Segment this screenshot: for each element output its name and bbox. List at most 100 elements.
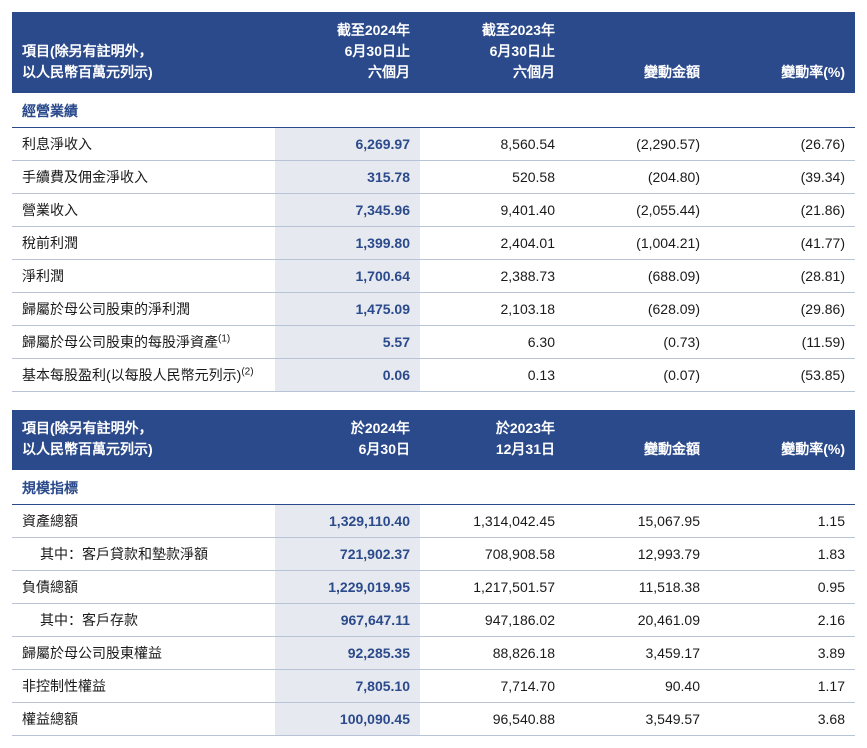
- col-item: 項目(除另有註明外， 以人民幣百萬元列示): [12, 410, 275, 470]
- cell-value: 967,647.11: [275, 604, 420, 637]
- cell-value: 1,217,501.57: [420, 571, 565, 604]
- hdr-line: 變動率(%): [781, 441, 845, 457]
- cell-value: 5.57: [275, 326, 420, 359]
- hdr-line: 變動率(%): [781, 64, 845, 80]
- table-header-row: 項目(除另有註明外， 以人民幣百萬元列示) 於2024年 6月30日 於2023…: [12, 410, 855, 470]
- row-label: 稅前利潤: [12, 227, 275, 260]
- cell-value: 0.95: [710, 571, 855, 604]
- row-label: 負債總額: [12, 571, 275, 604]
- row-label-text: 歸屬於母公司股東的淨利潤: [22, 301, 190, 317]
- cell-value: 11,518.38: [565, 571, 710, 604]
- cell-value: 0.13: [420, 359, 565, 392]
- hdr-line: 12月31日: [496, 441, 555, 457]
- row-label-text: 權益總額: [22, 711, 78, 727]
- cell-value: 1.17: [710, 670, 855, 703]
- hdr-line: 以人民幣百萬元列示): [22, 64, 153, 80]
- cell-value: (2,290.57): [565, 128, 710, 161]
- cell-value: (628.09): [565, 293, 710, 326]
- table-row: 手續費及佣金淨收入315.78520.58(204.80)(39.34): [12, 161, 855, 194]
- cell-value: 947,186.02: [420, 604, 565, 637]
- table-row: 利息淨收入6,269.978,560.54(2,290.57)(26.76): [12, 128, 855, 161]
- hdr-line: 於2023年: [496, 420, 555, 436]
- cell-value: (0.07): [565, 359, 710, 392]
- row-label-text: 其中：客戶存款: [40, 612, 138, 628]
- row-label-text: 手續費及佣金淨收入: [22, 169, 148, 185]
- row-label: 權益總額: [12, 703, 275, 736]
- cell-value: 1,475.09: [275, 293, 420, 326]
- col-change-amount: 變動金額: [565, 410, 710, 470]
- cell-value: 708,908.58: [420, 538, 565, 571]
- col-asof-2024: 於2024年 6月30日: [275, 410, 420, 470]
- table-row: 歸屬於母公司股東的每股淨資產(1)5.576.30(0.73)(11.59): [12, 326, 855, 359]
- cell-value: (204.80): [565, 161, 710, 194]
- hdr-line: 6月30日止: [490, 43, 555, 59]
- row-label-text: 淨利潤: [22, 268, 64, 284]
- table-header-row: 項目(除另有註明外， 以人民幣百萬元列示) 截至2024年 6月30日止 六個月…: [12, 12, 855, 93]
- cell-value: 7,805.10: [275, 670, 420, 703]
- footnote-ref: (2): [241, 366, 253, 377]
- cell-value: 1,399.80: [275, 227, 420, 260]
- table-row: 淨利潤1,700.642,388.73(688.09)(28.81): [12, 260, 855, 293]
- cell-value: 315.78: [275, 161, 420, 194]
- cell-value: 96,540.88: [420, 703, 565, 736]
- cell-value: 7,714.70: [420, 670, 565, 703]
- cell-value: (53.85): [710, 359, 855, 392]
- row-label-text: 其中：客戶貸款和墊款淨額: [40, 546, 208, 562]
- table-row: 其中：客戶貸款和墊款淨額 721,902.37708,908.5812,993.7…: [12, 538, 855, 571]
- hdr-line: 六個月: [368, 64, 410, 80]
- cell-value: (1,004.21): [565, 227, 710, 260]
- scale-indicators-table: 項目(除另有註明外， 以人民幣百萬元列示) 於2024年 6月30日 於2023…: [12, 410, 855, 736]
- cell-value: (41.77): [710, 227, 855, 260]
- cell-value: 88,826.18: [420, 637, 565, 670]
- row-label: 資產總額: [12, 505, 275, 538]
- row-label-text: 稅前利潤: [22, 235, 78, 251]
- cell-value: (0.73): [565, 326, 710, 359]
- cell-value: (2,055.44): [565, 194, 710, 227]
- section-scale-indicators: 規模指標: [12, 470, 855, 505]
- hdr-line: 變動金額: [644, 441, 700, 457]
- table-row: 歸屬於母公司股東權益92,285.3588,826.183,459.173.89: [12, 637, 855, 670]
- cell-value: 1,229,019.95: [275, 571, 420, 604]
- cell-value: 1.83: [710, 538, 855, 571]
- cell-value: 3.89: [710, 637, 855, 670]
- footnote-ref: (1): [218, 333, 230, 344]
- table-row: 營業收入 7,345.969,401.40(2,055.44)(21.86): [12, 194, 855, 227]
- cell-value: 1,329,110.40: [275, 505, 420, 538]
- cell-value: 12,993.79: [565, 538, 710, 571]
- cell-value: (688.09): [565, 260, 710, 293]
- cell-value: 7,345.96: [275, 194, 420, 227]
- cell-value: 2,103.18: [420, 293, 565, 326]
- hdr-line: 6月30日止: [345, 43, 410, 59]
- cell-value: 92,285.35: [275, 637, 420, 670]
- col-item: 項目(除另有註明外， 以人民幣百萬元列示): [12, 12, 275, 93]
- cell-value: 721,902.37: [275, 538, 420, 571]
- row-label: 手續費及佣金淨收入: [12, 161, 275, 194]
- table-row: 權益總額100,090.4596,540.883,549.573.68: [12, 703, 855, 736]
- row-label-text: 基本每股盈利(以每股人民幣元列示): [22, 367, 241, 383]
- cell-value: (11.59): [710, 326, 855, 359]
- cell-value: 3,459.17: [565, 637, 710, 670]
- table-row: 非控制性權益7,805.107,714.7090.401.17: [12, 670, 855, 703]
- row-label: 淨利潤: [12, 260, 275, 293]
- row-label-text: 資產總額: [22, 513, 78, 529]
- col-asof-2023: 於2023年 12月31日: [420, 410, 565, 470]
- row-label: 歸屬於母公司股東權益: [12, 637, 275, 670]
- hdr-line: 於2024年: [351, 420, 410, 436]
- row-label: 基本每股盈利(以每股人民幣元列示)(2): [12, 359, 275, 392]
- cell-value: 3,549.57: [565, 703, 710, 736]
- row-label: 歸屬於母公司股東的每股淨資產(1): [12, 326, 275, 359]
- row-label: 營業收入: [12, 194, 275, 227]
- cell-value: 1.15: [710, 505, 855, 538]
- col-period-2023: 截至2023年 6月30日止 六個月: [420, 12, 565, 93]
- cell-value: (21.86): [710, 194, 855, 227]
- cell-value: (28.81): [710, 260, 855, 293]
- row-label-text: 營業收入: [22, 202, 78, 218]
- cell-value: 2,388.73: [420, 260, 565, 293]
- table-row: 資產總額1,329,110.401,314,042.4515,067.951.1…: [12, 505, 855, 538]
- table-row: 歸屬於母公司股東的淨利潤1,475.092,103.18(628.09)(29.…: [12, 293, 855, 326]
- row-label-text: 負債總額: [22, 579, 78, 595]
- cell-value: 520.58: [420, 161, 565, 194]
- hdr-line: 6月30日: [359, 441, 410, 457]
- cell-value: 9,401.40: [420, 194, 565, 227]
- table-row: 基本每股盈利(以每股人民幣元列示)(2)0.060.13(0.07)(53.85…: [12, 359, 855, 392]
